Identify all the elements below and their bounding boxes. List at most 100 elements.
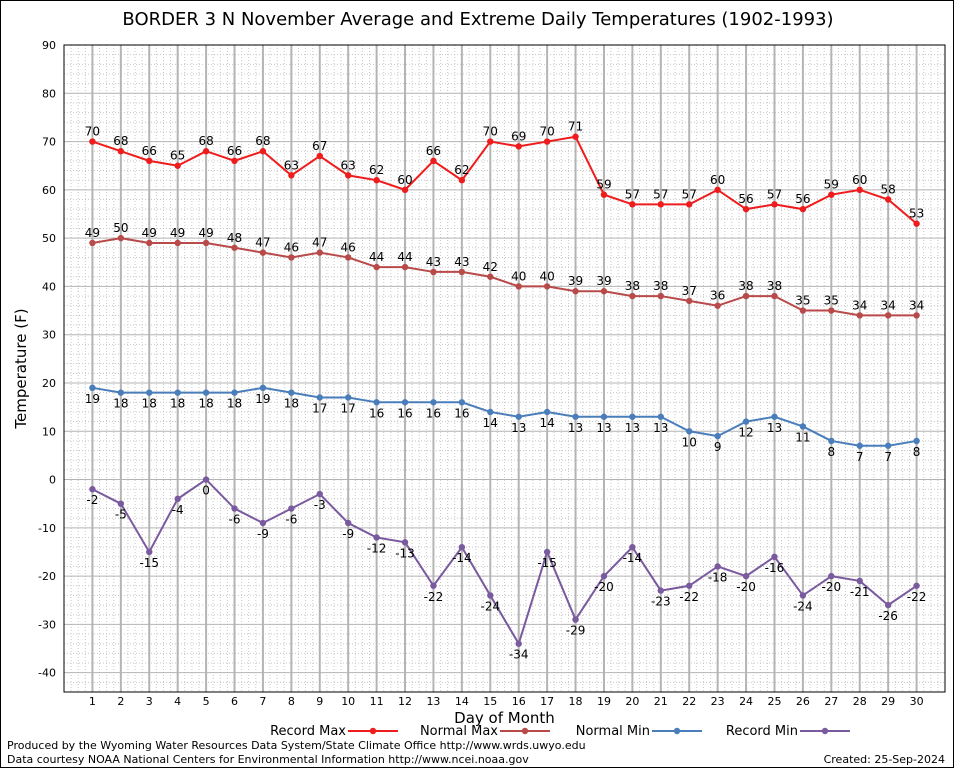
data-label: 43 [454, 255, 469, 269]
data-label: 36 [710, 289, 725, 303]
data-point [89, 384, 96, 392]
data-point [742, 572, 750, 580]
data-label: 57 [682, 187, 697, 201]
data-label: 16 [397, 406, 412, 420]
data-label: 50 [113, 221, 128, 235]
series-normal-max: 49 50 49 49 49 48 47 46 47 46 44 44 43 43 42 40 40 39 39 38… [85, 221, 924, 319]
x-tick-label: 25 [767, 695, 781, 708]
data-label: 46 [284, 240, 299, 254]
data-point [543, 138, 551, 145]
x-tick-label: 14 [455, 695, 469, 708]
data-point [799, 307, 807, 314]
data-label: 62 [369, 163, 384, 177]
data-point [89, 486, 96, 493]
data-point [600, 572, 608, 580]
data-point [89, 138, 96, 145]
data-point [657, 292, 665, 300]
data-label: 58 [881, 183, 896, 197]
data-label: -21 [850, 585, 870, 599]
series-line [92, 237, 917, 317]
data-label: 44 [369, 250, 384, 264]
data-label: -20 [736, 580, 756, 594]
data-point [146, 239, 153, 247]
data-point [600, 191, 608, 198]
data-point [884, 196, 892, 203]
data-point [373, 534, 380, 541]
data-point [146, 157, 153, 165]
legend-marker [521, 727, 529, 735]
data-label: 13 [767, 421, 782, 435]
y-tick-label: 10 [42, 425, 56, 438]
data-label: 53 [909, 207, 924, 221]
data-label: 11 [795, 430, 810, 444]
data-label: 57 [625, 187, 640, 201]
data-label: 0 [202, 484, 210, 498]
data-point [913, 582, 920, 589]
data-label: 37 [682, 284, 697, 298]
x-tick-label: 21 [654, 695, 668, 708]
data-point [657, 201, 665, 208]
data-label: 68 [255, 134, 270, 148]
series-line [92, 386, 917, 447]
data-point [458, 176, 466, 184]
y-tick-label: -40 [38, 667, 56, 680]
data-label: 56 [738, 192, 753, 206]
data-label: 60 [852, 173, 867, 187]
footer-data-courtesy: Data courtesy NOAA National Centers for … [7, 753, 529, 766]
data-point [174, 162, 181, 169]
data-label: 57 [767, 187, 782, 201]
data-label: -2 [86, 493, 98, 507]
data-point [117, 389, 125, 396]
x-tick-label: 29 [881, 695, 895, 708]
footer-created-date: Created: 25-Sep-2024 [823, 753, 945, 766]
data-point [828, 307, 835, 314]
data-point [430, 157, 437, 165]
y-axis-label: Temperature (F) [12, 308, 30, 429]
data-label: 66 [227, 144, 242, 158]
data-label: -22 [424, 590, 444, 604]
data-label: 49 [170, 226, 185, 240]
y-tick-label: 80 [42, 87, 56, 100]
data-point [600, 413, 608, 420]
data-point [515, 283, 522, 290]
data-label: 40 [539, 269, 554, 283]
data-point [515, 413, 522, 420]
data-label: 56 [795, 192, 810, 206]
data-label: 38 [767, 279, 782, 293]
data-point [686, 428, 693, 435]
data-point [344, 519, 352, 527]
data-label: 14 [539, 416, 554, 430]
x-tick-label: 2 [117, 695, 124, 708]
data-point [259, 519, 267, 527]
data-point [572, 413, 579, 420]
data-point [344, 172, 352, 179]
data-point [458, 399, 466, 406]
x-tick-label: 10 [341, 695, 355, 708]
data-label: 38 [653, 279, 668, 293]
x-axis-label: Day of Month [454, 709, 555, 727]
data-point [259, 148, 267, 155]
x-tick-label: 3 [146, 695, 153, 708]
data-point [799, 205, 807, 213]
data-point [430, 399, 437, 406]
data-point [401, 186, 409, 194]
data-point [771, 201, 778, 208]
x-tick-label: 11 [370, 695, 384, 708]
data-point [146, 548, 153, 556]
data-label: -22 [907, 590, 927, 604]
data-point [487, 408, 494, 416]
x-tick-label: 6 [231, 695, 238, 708]
data-point [117, 500, 125, 507]
data-point [686, 201, 693, 208]
data-point [174, 239, 181, 247]
data-point [430, 582, 437, 589]
legend-marker [673, 727, 681, 735]
data-label: 47 [312, 236, 327, 250]
data-label: 39 [596, 274, 611, 288]
data-point [629, 201, 636, 208]
data-point [458, 543, 466, 551]
data-point [714, 186, 721, 194]
data-label: 38 [738, 279, 753, 293]
data-label: -16 [765, 561, 785, 575]
data-label: -9 [342, 527, 354, 541]
